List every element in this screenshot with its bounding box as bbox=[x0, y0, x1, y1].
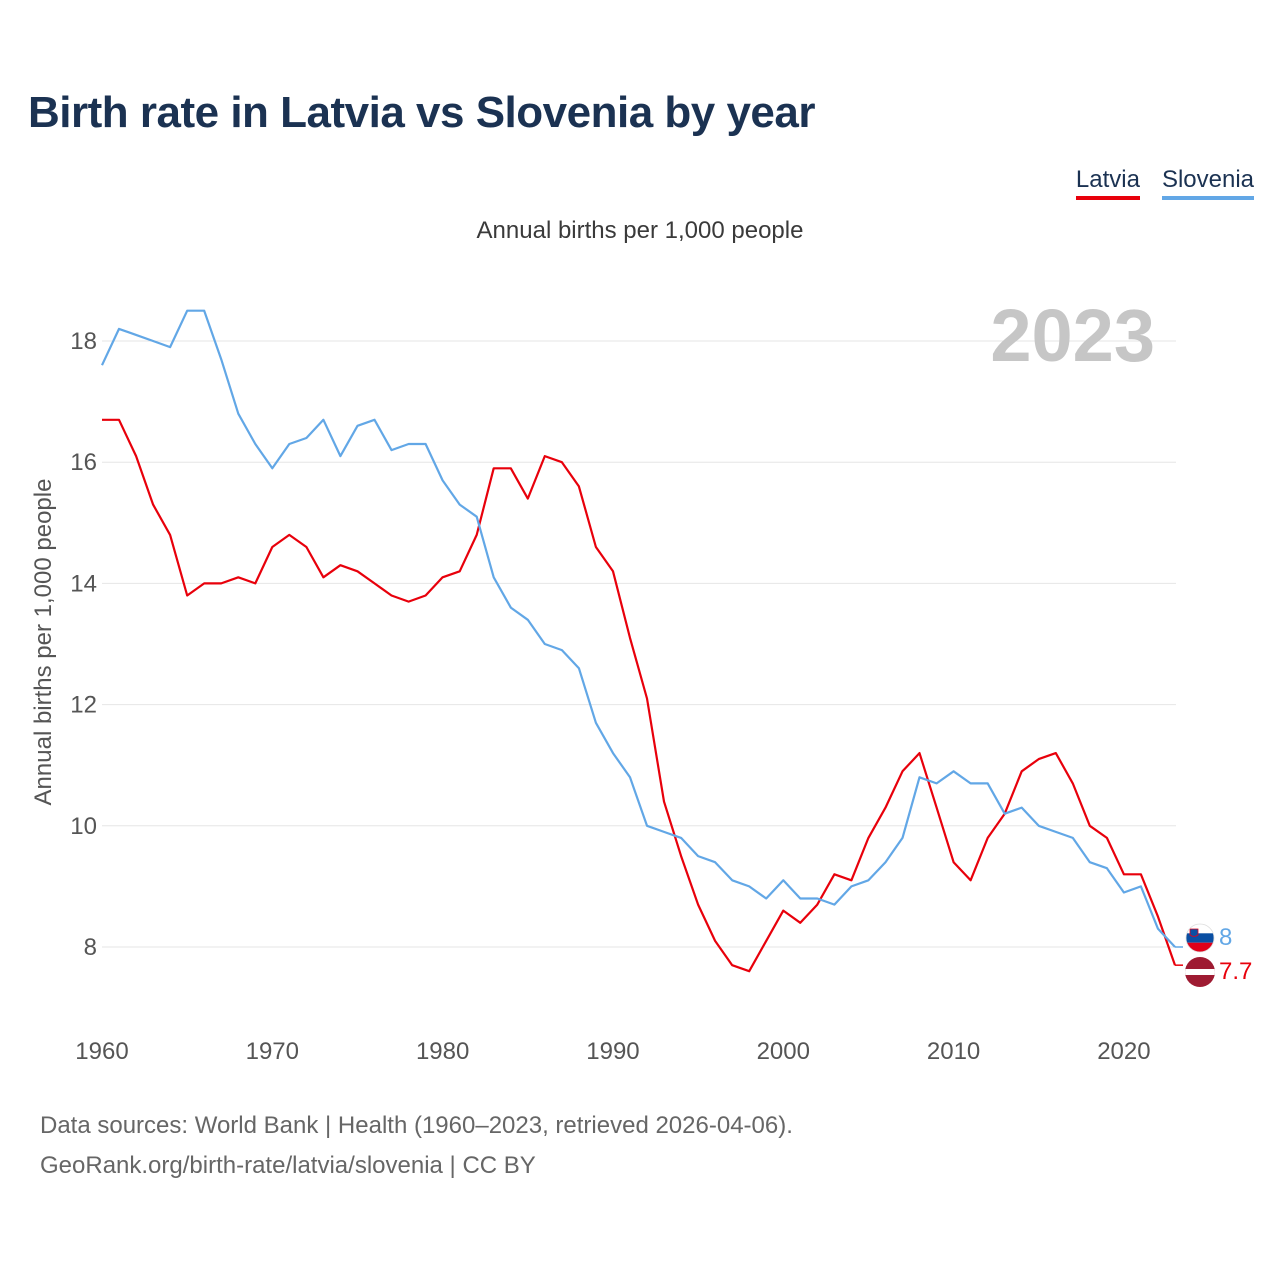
end-markers bbox=[1185, 923, 1215, 987]
series-line-slovenia[interactable] bbox=[101, 309, 1176, 948]
x-tick-label: 1970 bbox=[246, 1038, 299, 1065]
legend-item-slovenia[interactable]: Slovenia bbox=[1161, 166, 1254, 200]
source-line-1: Data sources: World Bank | Health (1960–… bbox=[40, 1112, 793, 1139]
legend: Latvia Slovenia bbox=[1075, 166, 1254, 200]
year-watermark: 2023 bbox=[990, 294, 1155, 377]
y-tick-label: 8 bbox=[84, 934, 97, 961]
latvia-end-label: 7.7 bbox=[1219, 958, 1252, 985]
latvia-flag-icon bbox=[1185, 957, 1215, 987]
data-source: Data sources: World Bank | Health (1960–… bbox=[40, 1106, 793, 1186]
x-tick-label: 2000 bbox=[757, 1038, 810, 1065]
x-tick-label: 2020 bbox=[1097, 1038, 1150, 1065]
y-tick-label: 14 bbox=[70, 570, 97, 597]
source-line-2[interactable]: GeoRank.org/birth-rate/latvia/slovenia |… bbox=[40, 1152, 536, 1179]
x-tick-label: 1980 bbox=[416, 1038, 469, 1065]
y-tick-label: 18 bbox=[70, 328, 97, 355]
end-labels: 8 7.7 bbox=[1219, 924, 1252, 985]
series-line-latvia[interactable] bbox=[102, 418, 1177, 973]
x-tick-label: 1960 bbox=[75, 1038, 128, 1065]
y-tick-label: 12 bbox=[70, 692, 97, 719]
y-axis-label: Annual births per 1,000 people bbox=[30, 479, 57, 806]
grid-lines bbox=[102, 340, 1176, 948]
chart-title: Birth rate in Latvia vs Slovenia by year bbox=[28, 88, 816, 137]
x-axis-ticks: 1960 1970 1980 1990 2000 2010 2020 bbox=[75, 1038, 1150, 1065]
slovenia-end-label: 8 bbox=[1219, 924, 1232, 951]
x-tick-label: 1990 bbox=[586, 1038, 639, 1065]
y-tick-label: 16 bbox=[70, 449, 97, 476]
y-axis-ticks: 8 10 12 14 16 18 bbox=[70, 328, 97, 961]
slovenia-flag-icon bbox=[1185, 923, 1215, 953]
series-lines bbox=[101, 309, 1183, 973]
chart-subtitle: Annual births per 1,000 people bbox=[476, 217, 804, 244]
legend-item-latvia[interactable]: Latvia bbox=[1075, 166, 1140, 200]
y-tick-label: 10 bbox=[70, 813, 97, 840]
x-tick-label: 2010 bbox=[927, 1038, 980, 1065]
